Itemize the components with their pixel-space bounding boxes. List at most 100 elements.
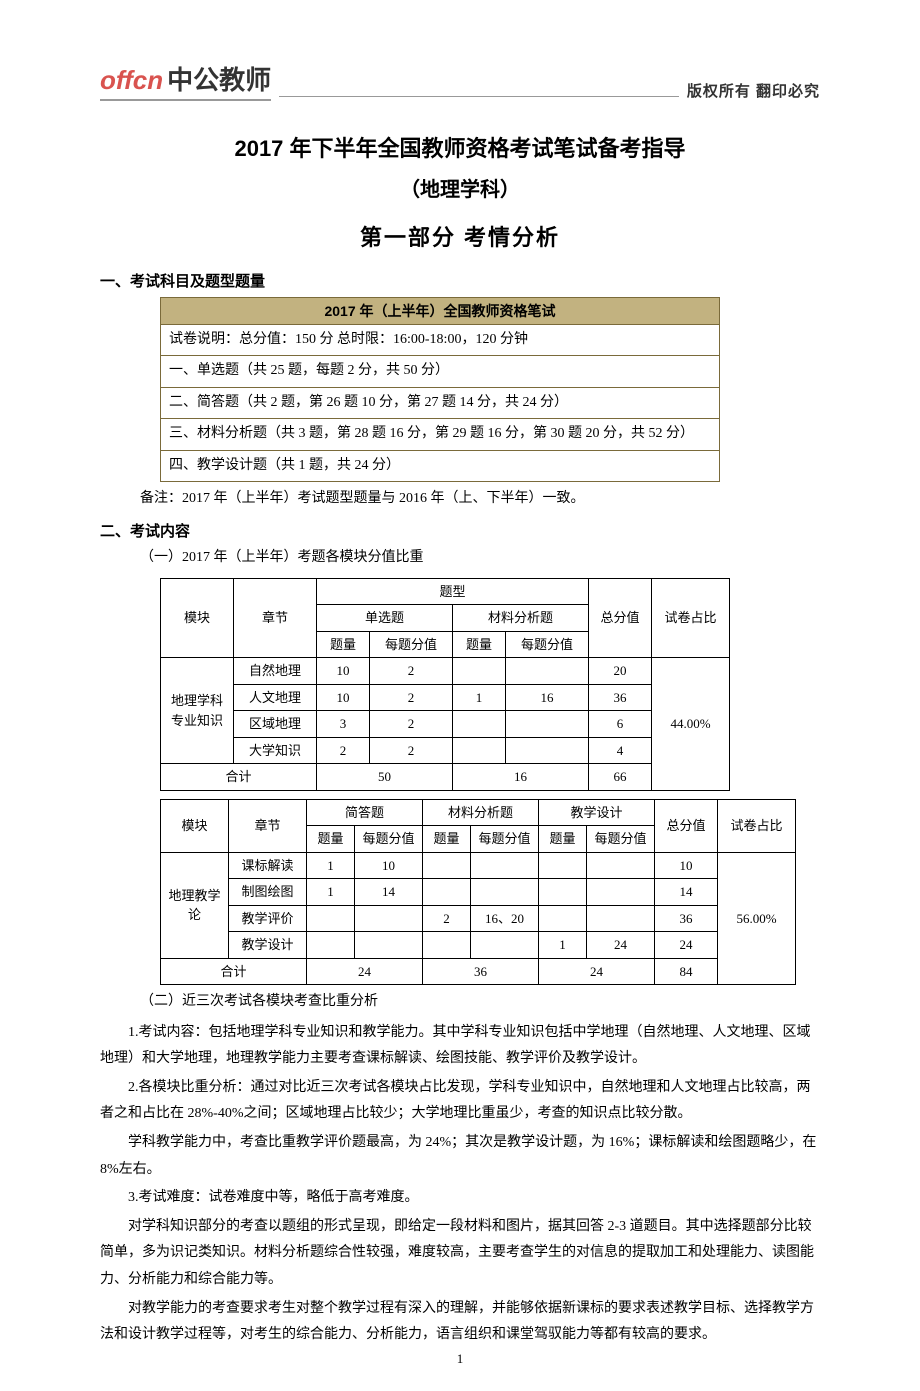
th-chapter: 章节	[234, 578, 317, 658]
cell: 大学知识	[234, 737, 317, 764]
cell	[506, 658, 589, 685]
cell	[307, 905, 355, 932]
doc-subject: （地理学科）	[100, 173, 820, 202]
exam-info-row: 试卷说明：总分值：150 分 总时限：16:00-18:00，120 分钟	[161, 325, 720, 356]
exam-info-header: 2017 年（上半年）全国教师资格笔试	[161, 298, 720, 325]
cell: 2	[370, 684, 453, 711]
page: offcn 中公教师 版权所有 翻印必究 2017 年下半年全国教师资格考试笔试…	[0, 0, 920, 1391]
exam-info-row: 一、单选题（共 25 题，每题 2 分，共 50 分）	[161, 356, 720, 387]
cell: 2	[423, 905, 471, 932]
cell: 14	[355, 879, 423, 906]
doc-title: 2017 年下半年全国教师资格考试笔试备考指导	[100, 131, 820, 163]
page-number: 1	[0, 1351, 920, 1367]
copyright-text: 版权所有 翻印必究	[687, 80, 820, 101]
cell: 2	[370, 737, 453, 764]
cell	[453, 711, 506, 738]
cell: 10	[355, 852, 423, 879]
cell	[587, 879, 655, 906]
cell: 24	[655, 932, 718, 959]
cell: 教学评价	[229, 905, 307, 932]
th-material: 材料分析题	[453, 605, 589, 632]
cell	[355, 932, 423, 959]
section2-sub1: （一）2017 年（上半年）考题各模块分值比重	[140, 547, 820, 569]
cell: 36	[589, 684, 652, 711]
cell	[471, 879, 539, 906]
th-total: 总分值	[589, 578, 652, 658]
th-each: 每题分值	[355, 826, 423, 853]
cell: 制图绘图	[229, 879, 307, 906]
header-divider	[279, 96, 679, 97]
cell	[423, 879, 471, 906]
cell: 2	[317, 737, 370, 764]
score-table-2: 模块 章节 简答题 材料分析题 教学设计 总分值 试卷占比 题量 每题分值 题量…	[160, 799, 796, 986]
th-single: 单选题	[317, 605, 453, 632]
cell	[506, 711, 589, 738]
cell	[539, 879, 587, 906]
cell	[587, 905, 655, 932]
cell	[423, 852, 471, 879]
cell	[587, 852, 655, 879]
para: 3.考试难度：试卷难度中等，略低于高考难度。	[100, 1185, 820, 1212]
cell: 16、20	[471, 905, 539, 932]
cell: 2	[370, 711, 453, 738]
cell	[423, 932, 471, 959]
sum-label: 合计	[161, 764, 317, 791]
cell: 课标解读	[229, 852, 307, 879]
ratio-cell: 44.00%	[652, 658, 730, 791]
sum-material: 16	[453, 764, 589, 791]
cell: 1	[539, 932, 587, 959]
cell: 10	[317, 658, 370, 685]
cell: 24	[587, 932, 655, 959]
logo-cn: 中公教师	[167, 60, 271, 97]
th-each: 每题分值	[471, 826, 539, 853]
th-count: 题量	[307, 826, 355, 853]
cell: 10	[317, 684, 370, 711]
cell	[539, 852, 587, 879]
para: 对教学能力的考查要求考生对整个教学过程有深入的理解，并能够依据新课标的要求表述教…	[100, 1296, 820, 1349]
cell	[539, 905, 587, 932]
cell	[471, 852, 539, 879]
cell	[453, 658, 506, 685]
sum-label: 合计	[161, 958, 307, 985]
logo-latin: offcn	[100, 65, 163, 96]
th-module: 模块	[161, 799, 229, 852]
cell: 教学设计	[229, 932, 307, 959]
th-qtype: 题型	[317, 578, 589, 605]
sum-a: 24	[307, 958, 423, 985]
cell: 16	[506, 684, 589, 711]
th-each: 每题分值	[587, 826, 655, 853]
th-design: 教学设计	[539, 799, 655, 826]
module-name: 地理教学论	[161, 852, 229, 958]
cell: 区域地理	[234, 711, 317, 738]
sum-total: 66	[589, 764, 652, 791]
para: 2.各模块比重分析：通过对比近三次考试各模块占比发现，学科专业知识中，自然地理和…	[100, 1075, 820, 1128]
th-count: 题量	[539, 826, 587, 853]
cell	[355, 905, 423, 932]
part-heading: 第一部分 考情分析	[100, 220, 820, 252]
cell: 10	[655, 852, 718, 879]
th-ratio: 试卷占比	[718, 799, 796, 852]
cell: 20	[589, 658, 652, 685]
cell: 36	[655, 905, 718, 932]
exam-info-row: 二、简答题（共 2 题，第 26 题 10 分，第 27 题 14 分，共 24…	[161, 387, 720, 418]
th-module: 模块	[161, 578, 234, 658]
th-count: 题量	[423, 826, 471, 853]
para: 1.考试内容：包括地理学科专业知识和教学能力。其中学科专业知识包括中学地理（自然…	[100, 1020, 820, 1073]
cell: 人文地理	[234, 684, 317, 711]
cell	[471, 932, 539, 959]
cell	[453, 737, 506, 764]
sum-total: 84	[655, 958, 718, 985]
th-count: 题量	[317, 631, 370, 658]
th-chapter: 章节	[229, 799, 307, 852]
cell: 自然地理	[234, 658, 317, 685]
exam-info-row: 三、材料分析题（共 3 题，第 28 题 16 分，第 29 题 16 分，第 …	[161, 419, 720, 450]
cell: 2	[370, 658, 453, 685]
sum-single: 50	[317, 764, 453, 791]
th-ratio: 试卷占比	[652, 578, 730, 658]
section2-heading: 二、考试内容	[100, 520, 820, 541]
th-short: 简答题	[307, 799, 423, 826]
section1-heading: 一、考试科目及题型题量	[100, 270, 820, 291]
para: 对学科知识部分的考查以题组的形式呈现，即给定一段材料和图片，据其回答 2-3 道…	[100, 1214, 820, 1294]
th-count: 题量	[453, 631, 506, 658]
cell: 1	[453, 684, 506, 711]
